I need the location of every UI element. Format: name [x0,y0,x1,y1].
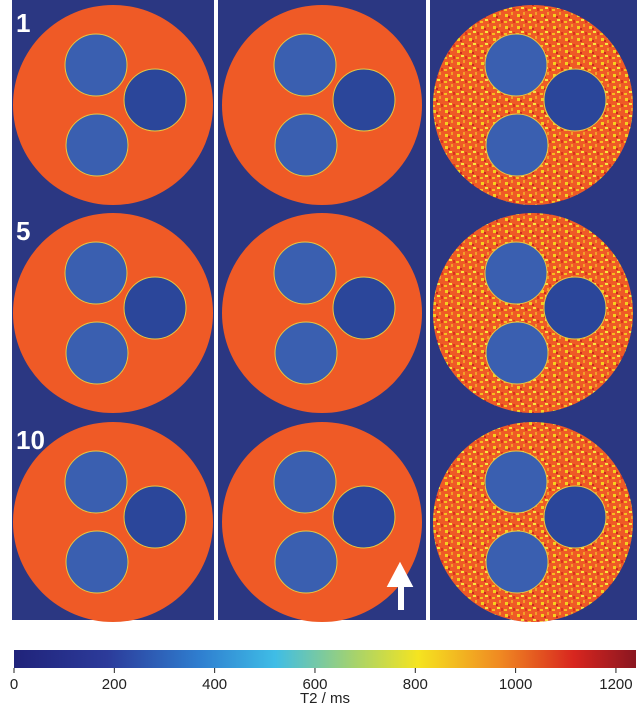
vial [485,242,547,304]
vial [65,451,127,513]
vial [66,531,128,593]
separator [426,0,430,620]
vial [485,34,547,96]
vial [124,486,186,548]
vial [275,114,337,176]
vial [333,277,395,339]
row-label: 5 [16,216,30,246]
colorbar [14,650,636,668]
colorbar-tick-label: 400 [202,676,227,693]
row-label: 1 [16,8,30,38]
figure: 1510 020040060080010001200 T2 / ms [0,0,642,708]
colorbar-tick-label: 1000 [499,676,532,693]
vial [544,486,606,548]
colorbar-label: T2 / ms [300,690,350,707]
vial [66,114,128,176]
vial [485,451,547,513]
vial [274,34,336,96]
vial [124,277,186,339]
vial [544,69,606,131]
row-label: 10 [16,425,45,455]
vial [333,486,395,548]
vial [486,531,548,593]
vial [333,69,395,131]
vial [124,69,186,131]
vial [274,451,336,513]
vial [66,322,128,384]
vial [275,322,337,384]
vial [486,322,548,384]
colorbar-tick-label: 800 [403,676,428,693]
vial [65,34,127,96]
vial [65,242,127,304]
vial [544,277,606,339]
vial [274,242,336,304]
vial [486,114,548,176]
colorbar-tick-label: 200 [102,676,127,693]
vial [275,531,337,593]
separator [214,0,218,620]
colorbar-tick-label: 0 [10,676,18,693]
colorbar-tick-label: 1200 [599,676,632,693]
